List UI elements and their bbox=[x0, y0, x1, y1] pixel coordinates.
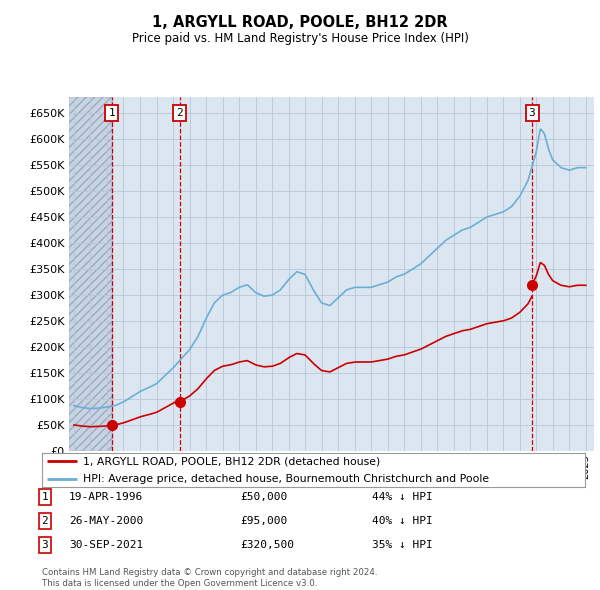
Text: 26-MAY-2000: 26-MAY-2000 bbox=[69, 516, 143, 526]
Text: HPI: Average price, detached house, Bournemouth Christchurch and Poole: HPI: Average price, detached house, Bour… bbox=[83, 474, 489, 484]
Text: Contains HM Land Registry data © Crown copyright and database right 2024.: Contains HM Land Registry data © Crown c… bbox=[42, 568, 377, 577]
Text: £320,500: £320,500 bbox=[240, 540, 294, 550]
Text: 44% ↓ HPI: 44% ↓ HPI bbox=[372, 492, 433, 502]
Text: 19-APR-1996: 19-APR-1996 bbox=[69, 492, 143, 502]
Text: £95,000: £95,000 bbox=[240, 516, 287, 526]
Text: 3: 3 bbox=[41, 540, 49, 550]
Text: £50,000: £50,000 bbox=[240, 492, 287, 502]
Text: 2: 2 bbox=[41, 516, 49, 526]
Text: 30-SEP-2021: 30-SEP-2021 bbox=[69, 540, 143, 550]
Text: 1, ARGYLL ROAD, POOLE, BH12 2DR: 1, ARGYLL ROAD, POOLE, BH12 2DR bbox=[152, 15, 448, 30]
Text: 3: 3 bbox=[529, 109, 535, 118]
Text: 1, ARGYLL ROAD, POOLE, BH12 2DR (detached house): 1, ARGYLL ROAD, POOLE, BH12 2DR (detache… bbox=[83, 456, 380, 466]
Text: 35% ↓ HPI: 35% ↓ HPI bbox=[372, 540, 433, 550]
Text: Price paid vs. HM Land Registry's House Price Index (HPI): Price paid vs. HM Land Registry's House … bbox=[131, 32, 469, 45]
Text: 1: 1 bbox=[109, 109, 115, 118]
Text: 2: 2 bbox=[176, 109, 183, 118]
Bar bbox=[69, 97, 112, 451]
Text: This data is licensed under the Open Government Licence v3.0.: This data is licensed under the Open Gov… bbox=[42, 579, 317, 588]
Text: 40% ↓ HPI: 40% ↓ HPI bbox=[372, 516, 433, 526]
Text: 1: 1 bbox=[41, 492, 49, 502]
Bar bbox=[69, 97, 112, 451]
